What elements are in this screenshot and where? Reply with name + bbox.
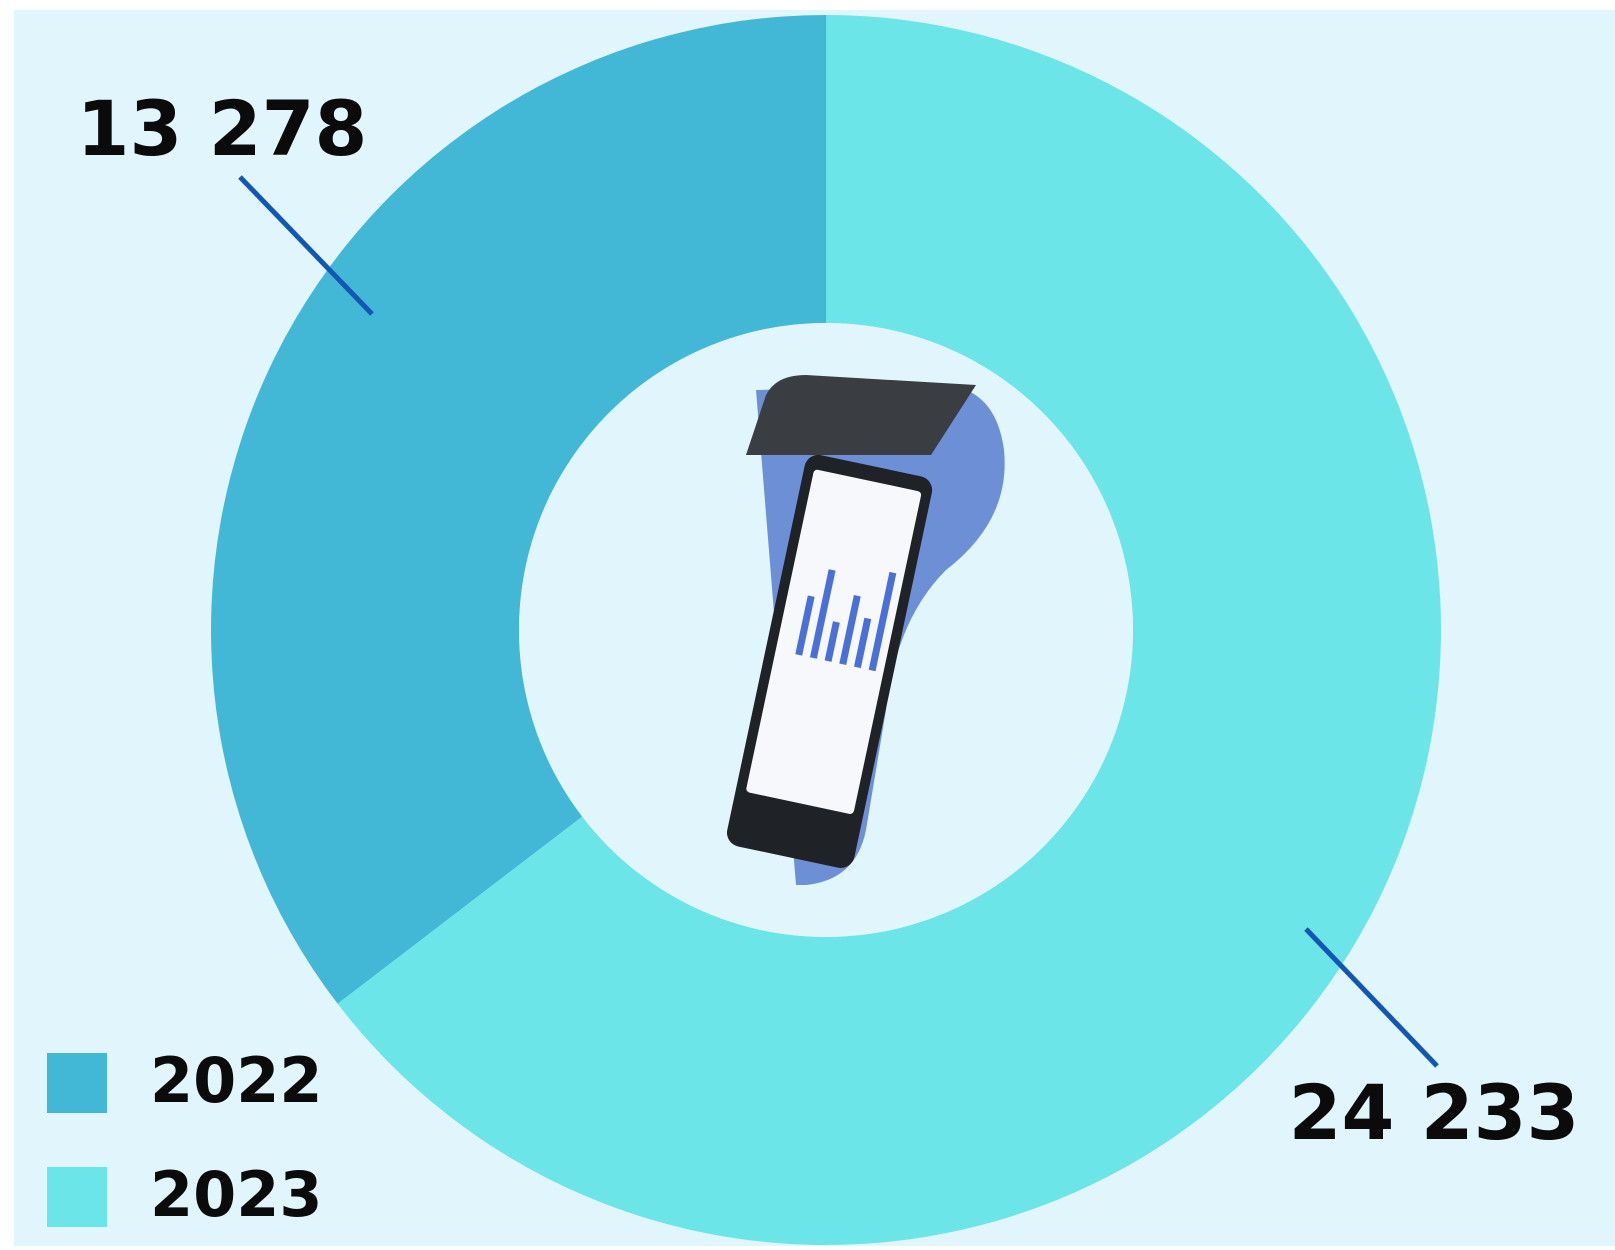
donut-slice (337, 15, 1442, 1245)
legend: 2022 2023 (47, 1044, 323, 1231)
legend-label: 2022 (150, 1044, 323, 1117)
legend-swatch (47, 1167, 107, 1227)
donut-slice (210, 15, 826, 1004)
legend-label: 2023 (150, 1158, 323, 1231)
legend-swatch (47, 1053, 107, 1113)
leader-line (1304, 927, 1439, 1068)
value-label: 24 233 (1289, 1068, 1580, 1157)
terminal-illustration (726, 375, 1005, 885)
leader-line (238, 175, 374, 316)
value-label: 13 278 (77, 84, 368, 173)
